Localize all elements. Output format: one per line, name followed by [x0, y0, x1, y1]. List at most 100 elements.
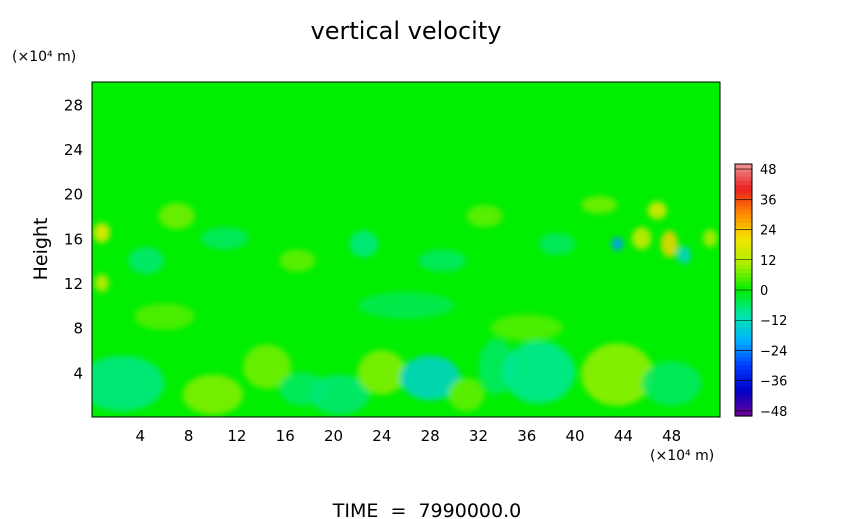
x-tick-label: 8 [184, 427, 194, 445]
colorbar-segment [735, 260, 752, 266]
colorbar-segment [735, 382, 752, 388]
colorbar-segment [735, 290, 752, 295]
colorbar-segment [735, 315, 752, 320]
colorbar-tick-label: 36 [760, 193, 777, 208]
heatmap-region-5 [357, 350, 406, 395]
colorbar-segment [735, 395, 752, 400]
heatmap-region-4 [309, 374, 370, 415]
colorbar-segment [735, 411, 752, 417]
colorbar-segment [735, 390, 752, 396]
colorbar-segment [735, 302, 752, 308]
colorbar-tick-label: −24 [760, 344, 787, 359]
colorbar-segment [735, 243, 752, 249]
colorbar-segment [735, 197, 752, 203]
colorbar-segment [735, 369, 752, 375]
colorbar-segment [735, 222, 752, 228]
colorbar-ticks: 48 36 24 12 0 −12 −24 −36 −48 [735, 163, 787, 420]
heatmap-region-30 [134, 303, 195, 330]
x-tick-label: 20 [324, 427, 343, 445]
colorbar-segment [735, 294, 752, 299]
x-tick-label: 36 [517, 427, 536, 445]
colorbar-segment [735, 172, 752, 178]
colorbar-segment [735, 239, 752, 245]
colorbar-segment [735, 269, 752, 274]
colorbar-segment [735, 353, 752, 358]
colorbar-segment [735, 248, 752, 253]
colorbar-tick-label: −36 [760, 375, 787, 390]
colorbar-segment [735, 193, 752, 199]
y-unit-label: (×10⁴ m) [12, 49, 76, 65]
colorbar-segment [735, 327, 752, 333]
colorbar-segment [735, 336, 752, 341]
x-tick-label: 48 [662, 427, 681, 445]
y-tick-label: 12 [64, 275, 83, 293]
chart-title: vertical velocity [311, 17, 502, 45]
heatmap-region-25 [660, 230, 678, 258]
x-tick-label: 32 [469, 427, 488, 445]
heatmap-region-18 [418, 249, 467, 272]
colorbar-segment [735, 386, 752, 392]
colorbar-segment [735, 176, 752, 182]
colorbar-segment [735, 344, 752, 350]
colorbar-gradient [735, 164, 752, 417]
x-tick-label: 24 [372, 427, 391, 445]
colorbar-segment [735, 285, 752, 291]
colorbar-segment [735, 340, 752, 346]
colorbar-segment [735, 273, 752, 278]
x-tick-label: 28 [421, 427, 440, 445]
colorbar-segment [735, 399, 752, 404]
colorbar-segment [735, 306, 752, 312]
heatmap-region-24 [647, 201, 667, 220]
heatmap-region-9 [502, 341, 576, 404]
colorbar-segment [735, 264, 752, 270]
y-tick-label: 24 [64, 141, 83, 159]
plot-area [92, 82, 720, 417]
colorbar-segment [735, 235, 752, 241]
heatmap-region-2 [242, 344, 292, 390]
heatmap-region-27 [703, 229, 718, 248]
heatmap-region-26 [676, 246, 692, 265]
colorbar-tick-label: 12 [760, 254, 777, 269]
colorbar-segment [735, 231, 752, 236]
heatmap-regions [92, 195, 718, 415]
x-tick-label: 4 [136, 427, 146, 445]
y-axis-ticks: 4 8 12 16 20 24 28 [64, 96, 83, 382]
x-tick-label: 16 [276, 427, 295, 445]
heatmap-region-7 [448, 377, 485, 412]
heatmap-region-1 [182, 374, 243, 415]
colorbar-segment [735, 332, 752, 337]
colorbar-segment [735, 407, 752, 413]
colorbar-segment [735, 298, 752, 304]
heatmap-region-11 [641, 361, 702, 406]
heatmap-region-10 [581, 343, 654, 406]
colorbar-segment [735, 168, 752, 173]
x-tick-label: 12 [227, 427, 246, 445]
heatmap-region-0 [92, 355, 165, 412]
heatmap-region-13 [128, 247, 165, 275]
heatmap-region-20 [538, 232, 576, 256]
colorbar-tick-label: 0 [760, 284, 768, 299]
x-tick-label: 40 [566, 427, 585, 445]
colorbar-tick-label: 24 [760, 224, 777, 239]
colorbar-segment [735, 201, 752, 207]
colorbar-segment [735, 185, 752, 190]
colorbar-segment [735, 319, 752, 325]
heatmap-region-6 [399, 355, 461, 401]
y-tick-label: 20 [64, 186, 83, 204]
y-tick-label: 16 [64, 230, 83, 248]
colorbar-segment [735, 277, 752, 283]
x-axis-ticks: 4 8 12 16 20 24 28 32 36 40 44 48 [136, 427, 682, 445]
y-tick-label: 8 [73, 320, 83, 338]
colorbar-segment [735, 403, 752, 409]
y-axis-label: Height [30, 218, 52, 281]
colorbar-segment [735, 189, 752, 194]
colorbar-segment [735, 180, 752, 186]
heatmap-region-14 [158, 202, 195, 230]
y-tick-label: 4 [73, 364, 83, 382]
colorbar-segment [735, 357, 752, 362]
colorbar-segment [735, 256, 752, 262]
colorbar-segment [735, 348, 752, 354]
colorbar-segment [735, 214, 752, 220]
time-footer: TIME = 7990000.0 [332, 500, 521, 519]
